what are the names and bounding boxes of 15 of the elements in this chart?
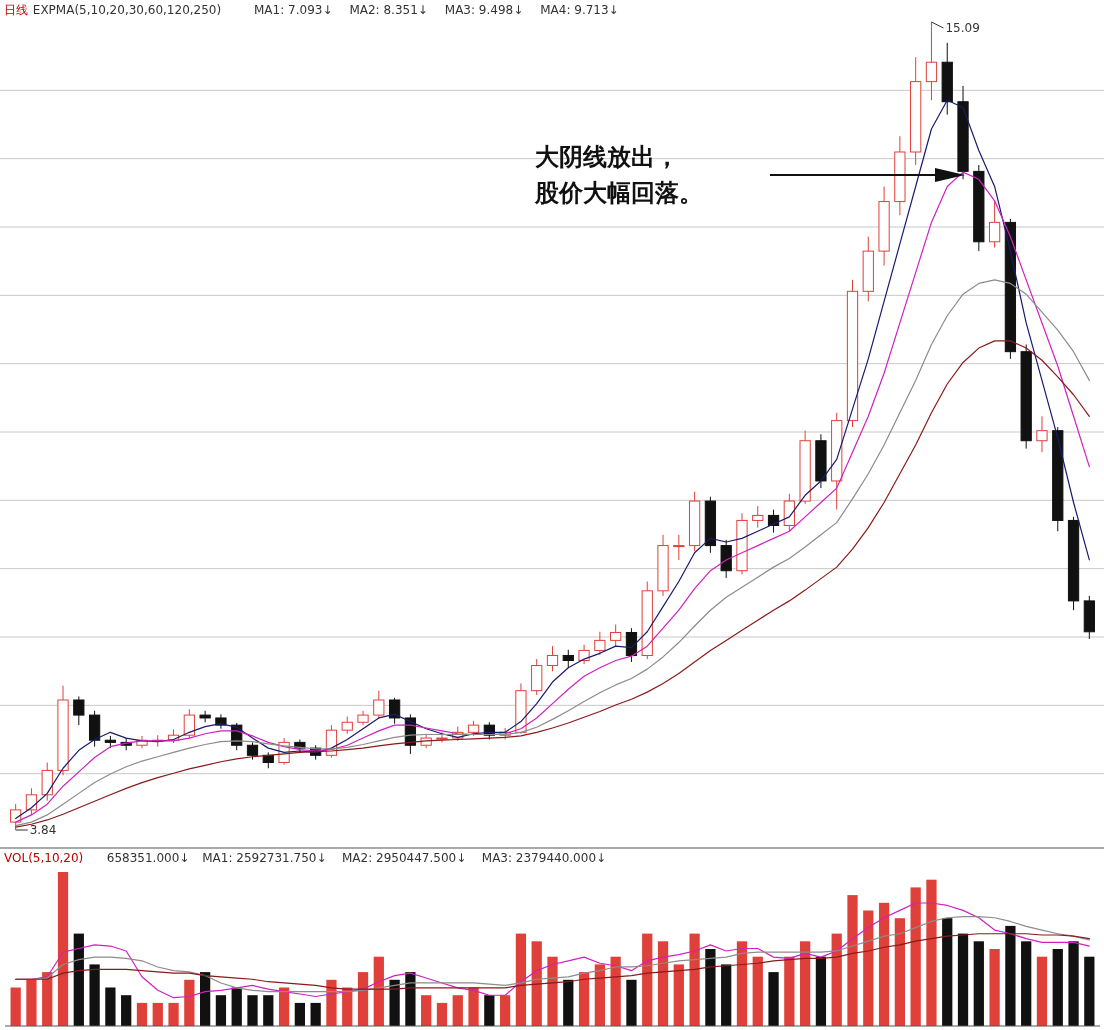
annotation: 3.84: [29, 823, 57, 837]
annotation: 大阴线放出，: [535, 143, 679, 171]
text: MA1: 2592731.750↓: [202, 851, 327, 865]
annotation: 15.09: [945, 21, 980, 35]
text: EXPMA(5,10,20,30,60,120,250): [32, 3, 222, 17]
text: MA3: 9.498↓: [444, 3, 524, 17]
chart-title: VOL(5,10,20): [4, 851, 84, 865]
text: MA4: 9.713↓: [540, 3, 619, 17]
text: 658351.000↓: [106, 851, 190, 865]
text: MA2: 2950447.500↓: [342, 851, 467, 865]
text: MA2: 8.351↓: [349, 3, 428, 17]
text: MA3: 2379440.000↓: [481, 851, 607, 865]
annotation: 股价大幅回落。: [534, 179, 703, 207]
chart-title: 日线: [4, 3, 28, 17]
text: MA1: 7.093↓: [254, 3, 333, 17]
